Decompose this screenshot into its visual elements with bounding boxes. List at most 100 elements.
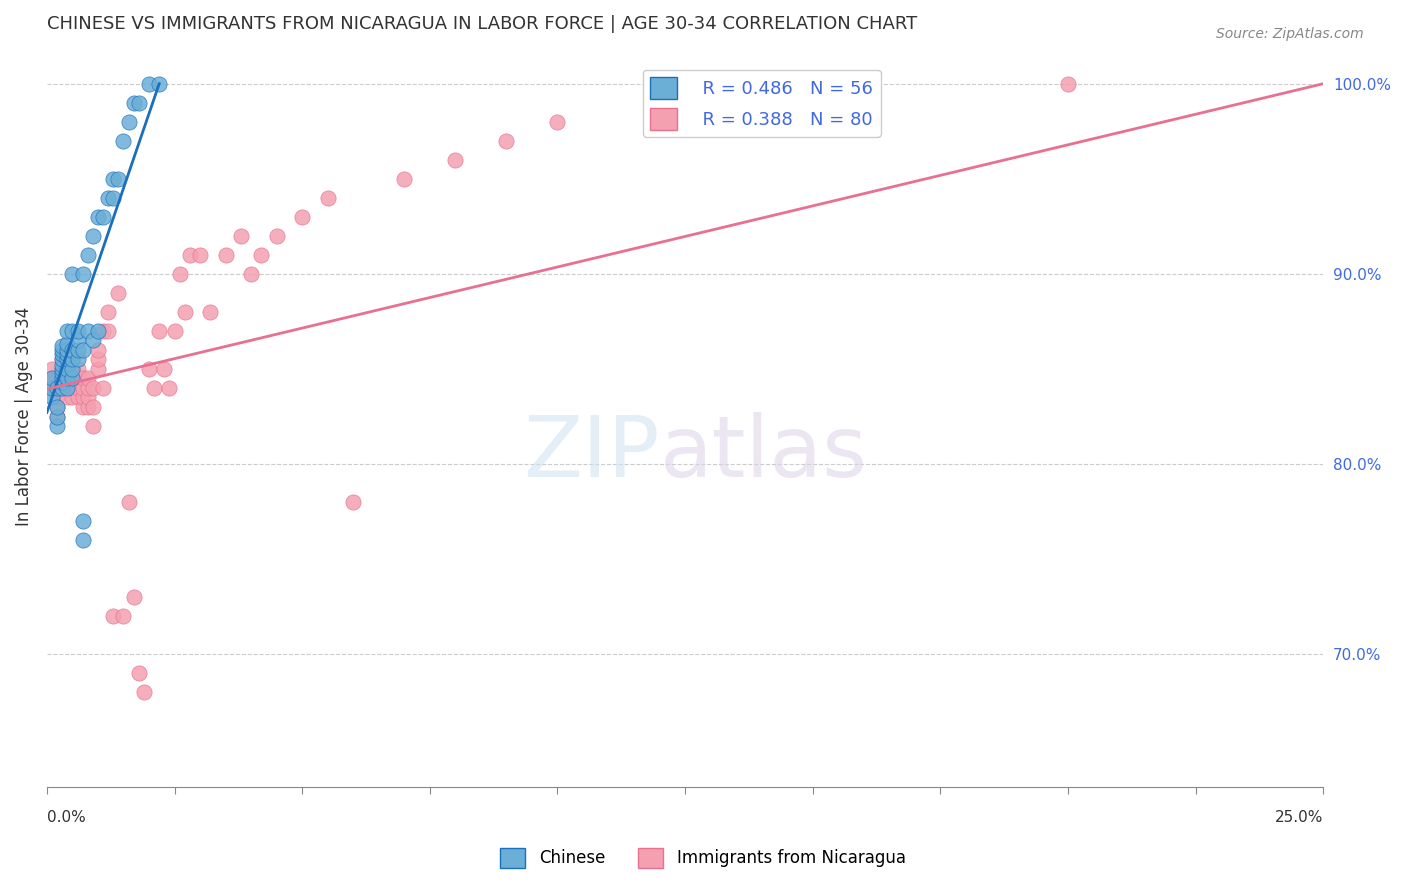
Immigrants from Nicaragua	[495, 134, 517, 148]
Chinese	[41, 391, 63, 405]
Immigrants from Nicaragua	[51, 376, 73, 390]
Immigrants from Nicaragua	[169, 267, 191, 281]
Immigrants from Nicaragua	[41, 381, 63, 395]
Chinese	[62, 324, 84, 338]
Immigrants from Nicaragua	[46, 409, 69, 424]
Chinese	[56, 352, 79, 367]
Text: ZIP: ZIP	[523, 412, 659, 495]
Immigrants from Nicaragua	[72, 391, 94, 405]
Immigrants from Nicaragua	[87, 343, 110, 357]
Chinese	[46, 381, 69, 395]
Immigrants from Nicaragua	[122, 590, 145, 604]
Chinese	[66, 324, 89, 338]
Immigrants from Nicaragua	[250, 248, 273, 262]
Immigrants from Nicaragua	[82, 400, 104, 414]
Chinese	[56, 362, 79, 376]
Chinese	[51, 381, 73, 395]
Chinese	[56, 371, 79, 385]
Immigrants from Nicaragua	[648, 95, 671, 110]
Chinese	[66, 334, 89, 348]
Immigrants from Nicaragua	[72, 400, 94, 414]
Immigrants from Nicaragua	[342, 495, 364, 509]
Immigrants from Nicaragua	[173, 305, 195, 319]
Legend: Chinese, Immigrants from Nicaragua: Chinese, Immigrants from Nicaragua	[494, 841, 912, 875]
Immigrants from Nicaragua	[229, 228, 252, 243]
Chinese	[46, 409, 69, 424]
Immigrants from Nicaragua	[66, 371, 89, 385]
Immigrants from Nicaragua	[76, 381, 98, 395]
Immigrants from Nicaragua	[46, 371, 69, 385]
Chinese	[46, 419, 69, 434]
Chinese	[122, 95, 145, 110]
Chinese	[66, 343, 89, 357]
Immigrants from Nicaragua	[62, 371, 84, 385]
Chinese	[82, 334, 104, 348]
Text: Source: ZipAtlas.com: Source: ZipAtlas.com	[1216, 27, 1364, 41]
Chinese	[103, 191, 125, 205]
Immigrants from Nicaragua	[46, 381, 69, 395]
Immigrants from Nicaragua	[153, 362, 176, 376]
Immigrants from Nicaragua	[394, 171, 416, 186]
Chinese	[51, 352, 73, 367]
Immigrants from Nicaragua	[91, 381, 114, 395]
Immigrants from Nicaragua	[66, 362, 89, 376]
Chinese	[51, 347, 73, 361]
Immigrants from Nicaragua	[51, 381, 73, 395]
Chinese	[51, 371, 73, 385]
Immigrants from Nicaragua	[62, 366, 84, 380]
Immigrants from Nicaragua	[66, 391, 89, 405]
Immigrants from Nicaragua	[240, 267, 263, 281]
Chinese	[148, 77, 170, 91]
Immigrants from Nicaragua	[97, 324, 120, 338]
Immigrants from Nicaragua	[41, 371, 63, 385]
Chinese	[51, 362, 73, 376]
Immigrants from Nicaragua	[1057, 77, 1080, 91]
Chinese	[97, 191, 120, 205]
Immigrants from Nicaragua	[56, 352, 79, 367]
Chinese	[72, 267, 94, 281]
Chinese	[103, 171, 125, 186]
Chinese	[72, 343, 94, 357]
Immigrants from Nicaragua	[138, 362, 160, 376]
Immigrants from Nicaragua	[546, 114, 568, 128]
Chinese	[62, 352, 84, 367]
Immigrants from Nicaragua	[143, 381, 166, 395]
Chinese	[51, 366, 73, 380]
Immigrants from Nicaragua	[72, 381, 94, 395]
Immigrants from Nicaragua	[51, 352, 73, 367]
Chinese	[117, 114, 139, 128]
Immigrants from Nicaragua	[76, 371, 98, 385]
Chinese	[128, 95, 150, 110]
Immigrants from Nicaragua	[163, 324, 186, 338]
Text: atlas: atlas	[659, 412, 868, 495]
Immigrants from Nicaragua	[41, 362, 63, 376]
Chinese	[76, 248, 98, 262]
Chinese	[51, 343, 73, 357]
Immigrants from Nicaragua	[51, 371, 73, 385]
Immigrants from Nicaragua	[801, 77, 824, 91]
Immigrants from Nicaragua	[62, 391, 84, 405]
Immigrants from Nicaragua	[188, 248, 211, 262]
Immigrants from Nicaragua	[56, 371, 79, 385]
Immigrants from Nicaragua	[46, 400, 69, 414]
Immigrants from Nicaragua	[214, 248, 236, 262]
Immigrants from Nicaragua	[56, 362, 79, 376]
Immigrants from Nicaragua	[51, 366, 73, 380]
Immigrants from Nicaragua	[157, 381, 180, 395]
Immigrants from Nicaragua	[76, 391, 98, 405]
Chinese	[56, 343, 79, 357]
Immigrants from Nicaragua	[200, 305, 222, 319]
Chinese	[41, 381, 63, 395]
Chinese	[72, 514, 94, 528]
Immigrants from Nicaragua	[179, 248, 201, 262]
Immigrants from Nicaragua	[291, 210, 314, 224]
Chinese	[56, 324, 79, 338]
Legend:   R = 0.486   N = 56,   R = 0.388   N = 80: R = 0.486 N = 56, R = 0.388 N = 80	[643, 70, 880, 137]
Immigrants from Nicaragua	[117, 495, 139, 509]
Chinese	[51, 376, 73, 390]
Immigrants from Nicaragua	[62, 352, 84, 367]
Text: 0.0%: 0.0%	[46, 810, 86, 825]
Immigrants from Nicaragua	[56, 381, 79, 395]
Chinese	[62, 371, 84, 385]
Chinese	[62, 267, 84, 281]
